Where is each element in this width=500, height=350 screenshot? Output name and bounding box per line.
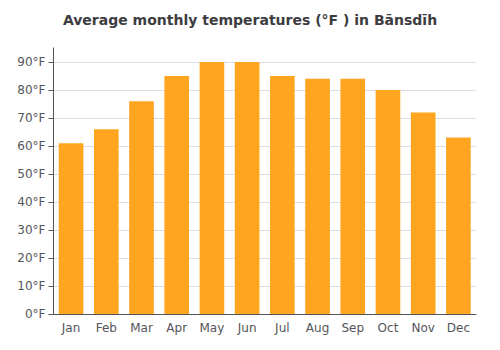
svg-text:80°F: 80°F [17,83,45,97]
svg-text:Jun: Jun [237,321,257,335]
svg-text:Mar: Mar [130,321,153,335]
svg-text:Average monthly temperatures (: Average monthly temperatures (°F ) in Bā… [63,12,437,28]
svg-text:50°F: 50°F [17,167,45,181]
svg-text:Feb: Feb [96,321,117,335]
svg-text:0°F: 0°F [25,307,46,321]
svg-text:10°F: 10°F [17,279,45,293]
svg-text:Nov: Nov [411,321,434,335]
svg-text:Dec: Dec [447,321,470,335]
svg-text:20°F: 20°F [17,251,45,265]
svg-text:Jan: Jan [61,321,81,335]
svg-text:Oct: Oct [378,321,399,335]
svg-text:Sep: Sep [341,321,364,335]
svg-text:May: May [200,321,225,335]
svg-text:40°F: 40°F [17,195,45,209]
svg-text:70°F: 70°F [17,111,45,125]
svg-text:60°F: 60°F [17,139,45,153]
svg-text:Apr: Apr [166,321,187,335]
svg-text:30°F: 30°F [17,223,45,237]
svg-text:Aug: Aug [306,321,329,335]
svg-text:Jul: Jul [274,321,289,335]
svg-text:90°F: 90°F [17,55,45,69]
